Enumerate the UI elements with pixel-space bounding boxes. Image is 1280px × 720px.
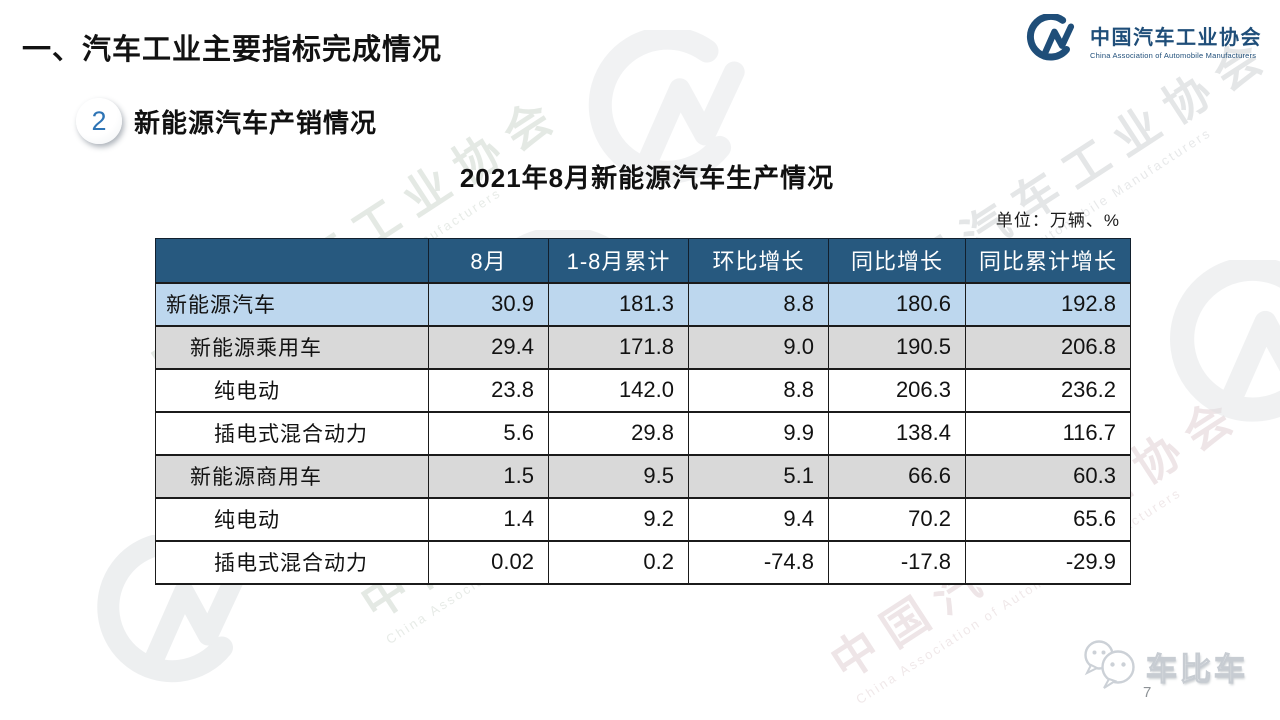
value-cell: 116.7 — [965, 410, 1131, 455]
value-cell: 8.8 — [688, 281, 829, 326]
value-cell: -17.8 — [828, 539, 966, 585]
value-cell: 1.5 — [428, 453, 549, 498]
value-cell: -29.9 — [965, 539, 1131, 585]
caam-logo-mark-icon — [1026, 14, 1075, 61]
value-cell: 206.3 — [828, 367, 966, 412]
row-label-cell: 纯电动 — [155, 496, 429, 541]
table-row: 纯电动 23.8 142.0 8.8 206.3 236.2 — [155, 367, 1131, 412]
page-title: 一、汽车工业主要指标完成情况 — [22, 34, 443, 66]
table-column-header: 环比增长 — [688, 238, 829, 283]
table-column-header: 同比增长 — [828, 238, 966, 283]
row-label-cell: 新能源乘用车 — [155, 324, 429, 369]
row-label-cell: 纯电动 — [155, 367, 429, 412]
value-cell: 60.3 — [965, 453, 1131, 498]
value-cell: 0.2 — [548, 539, 689, 585]
section-number-badge: 2 — [76, 98, 122, 144]
value-cell: 190.5 — [828, 324, 966, 369]
page-number: 7 — [1143, 684, 1152, 701]
value-cell: 23.8 — [428, 367, 549, 412]
value-cell: 29.8 — [548, 410, 689, 455]
value-cell: 30.9 — [428, 281, 549, 326]
caam-org-name-en: China Association of Automobile Manufact… — [1090, 50, 1257, 60]
production-table-wrapper: 8月 1-8月累计 环比增长 同比增长 同比累计增长 新能源汽车 30.9 181.3 8.8… — [155, 238, 1131, 585]
value-cell: -74.8 — [688, 539, 829, 585]
footer-brand: 车比车 — [1078, 638, 1248, 694]
value-cell: 29.4 — [428, 324, 549, 369]
value-cell: 5.1 — [688, 453, 829, 498]
value-cell: 70.2 — [828, 496, 966, 541]
value-cell: 9.5 — [548, 453, 689, 498]
production-table: 8月 1-8月累计 环比增长 同比增长 同比累计增长 新能源汽车 30.9 181.3 8.8… — [155, 238, 1131, 585]
table-column-header: 1-8月累计 — [548, 238, 689, 283]
table-row: 插电式混合动力 0.02 0.2 -74.8 -17.8 -29.9 — [155, 539, 1131, 585]
row-label-cell: 插电式混合动力 — [155, 539, 429, 585]
row-label-cell: 插电式混合动力 — [155, 410, 429, 455]
value-cell: 171.8 — [548, 324, 689, 369]
value-cell: 180.6 — [828, 281, 966, 326]
table-row: 新能源汽车 30.9 181.3 8.8 180.6 192.8 — [155, 281, 1131, 326]
value-cell: 9.2 — [548, 496, 689, 541]
table-row: 新能源乘用车 29.4 171.8 9.0 190.5 206.8 — [155, 324, 1131, 369]
value-cell: 0.02 — [428, 539, 549, 585]
table-title: 2021年8月新能源汽车生产情况 — [459, 163, 835, 193]
table-column-header: 8月 — [428, 238, 549, 283]
caam-org-name-cn: 中国汽车工业协会 — [1090, 26, 1262, 49]
caam-logo: 中国汽车工业协会 China Association of Automobile… — [1017, 14, 1262, 66]
row-label-cell: 新能源商用车 — [155, 453, 429, 498]
table-column-header: 同比累计增长 — [965, 238, 1131, 283]
table-row: 插电式混合动力 5.6 29.8 9.9 138.4 116.7 — [155, 410, 1131, 455]
value-cell: 1.4 — [428, 496, 549, 541]
value-cell: 66.6 — [828, 453, 966, 498]
section-heading: 2 新能源汽车产销情况 — [76, 98, 377, 144]
value-cell: 9.4 — [688, 496, 829, 541]
table-header: 8月 1-8月累计 环比增长 同比增长 同比累计增长 — [155, 238, 1131, 283]
value-cell: 192.8 — [965, 281, 1131, 326]
chat-bubbles-icon — [1084, 640, 1135, 689]
caam-logo-text: 中国汽车工业协会 China Association of Automobile… — [1090, 21, 1262, 60]
value-cell: 181.3 — [548, 281, 689, 326]
footer-brand-name: 车比车 — [1145, 651, 1248, 687]
value-cell: 65.6 — [965, 496, 1131, 541]
value-cell: 9.9 — [688, 410, 829, 455]
value-cell: 206.8 — [965, 324, 1131, 369]
value-cell: 9.0 — [688, 324, 829, 369]
table-column-header — [155, 238, 429, 283]
unit-label: 单位：万辆、% — [995, 211, 1120, 230]
value-cell: 8.8 — [688, 367, 829, 412]
table-row: 纯电动 1.4 9.2 9.4 70.2 65.6 — [155, 496, 1131, 541]
value-cell: 236.2 — [965, 367, 1131, 412]
value-cell: 138.4 — [828, 410, 966, 455]
value-cell: 5.6 — [428, 410, 549, 455]
section-title: 新能源汽车产销情况 — [134, 107, 378, 138]
value-cell: 142.0 — [548, 367, 689, 412]
row-label-cell: 新能源汽车 — [155, 281, 429, 326]
table-row: 新能源商用车 1.5 9.5 5.1 66.6 60.3 — [155, 453, 1131, 498]
